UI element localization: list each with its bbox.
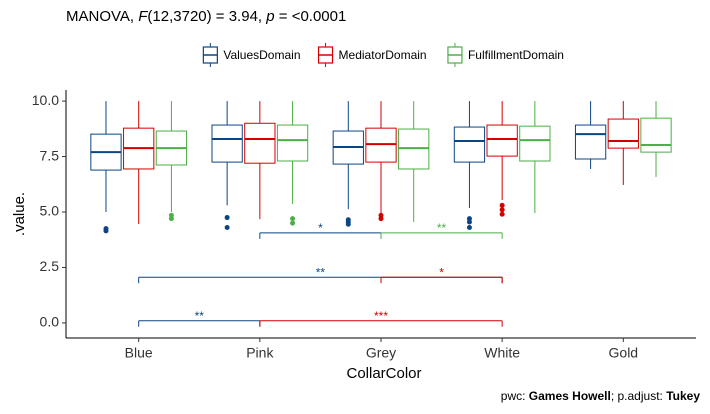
caption-part: ; p.adjust: (611, 389, 666, 403)
outlier (466, 225, 472, 231)
x-tick-label: White (484, 345, 520, 361)
significance-label: * (318, 221, 323, 235)
box (486, 124, 518, 157)
chart-title: MANOVA, F(12,3720) = 3.94, p = <0.0001 (66, 8, 346, 25)
significance-label: ** (195, 309, 205, 323)
box (519, 125, 551, 162)
box (453, 126, 486, 163)
box (211, 124, 243, 163)
y-tick-label: 10.0 (32, 92, 59, 108)
outlier (103, 228, 109, 234)
significance-label: * (439, 265, 444, 279)
outlier (499, 207, 505, 213)
box (244, 122, 276, 164)
title-part: F (138, 8, 148, 25)
caption-part: Games Howell (529, 389, 611, 403)
legend-label: FulfillmentDomain (468, 48, 564, 62)
title-part: = <0.0001 (275, 8, 347, 25)
title-part: MANOVA, (66, 8, 138, 25)
outlier (345, 221, 351, 227)
box (640, 117, 672, 153)
y-tick-label: 0.0 (40, 314, 60, 330)
legend-label: MediatorDomain (339, 48, 427, 62)
significance-label: ** (316, 265, 326, 279)
y-tick-label: 2.5 (40, 258, 60, 274)
outlier (290, 220, 296, 226)
x-tick-label: Pink (246, 345, 274, 361)
y-axis-label: .value. (11, 192, 28, 236)
box (276, 124, 309, 162)
title-part: (12,3720) = 3.94, (147, 8, 266, 25)
title-part: p (265, 8, 274, 25)
outlier (499, 202, 505, 208)
caption-part: pwc: (501, 389, 529, 403)
outlier (168, 216, 174, 222)
significance-label: ** (437, 221, 447, 235)
outlier (466, 219, 472, 225)
legend-label: ValuesDomain (223, 48, 300, 62)
caption-part: Tukey (666, 389, 700, 403)
outlier (224, 225, 230, 231)
box (607, 118, 639, 149)
outlier (499, 211, 505, 217)
outlier (224, 215, 230, 221)
caption: pwc: Games Howell; p.adjust: Tukey (501, 389, 701, 403)
box (574, 124, 607, 160)
x-tick-label: Blue (125, 345, 153, 361)
x-tick-label: Gold (609, 345, 639, 361)
x-tick-label: Grey (366, 345, 396, 361)
outlier (290, 216, 296, 222)
x-axis-label: CollarColor (346, 365, 421, 382)
outlier (378, 216, 384, 222)
y-tick-label: 5.0 (40, 203, 60, 219)
y-tick-label: 7.5 (40, 147, 60, 163)
significance-label: *** (374, 309, 388, 323)
